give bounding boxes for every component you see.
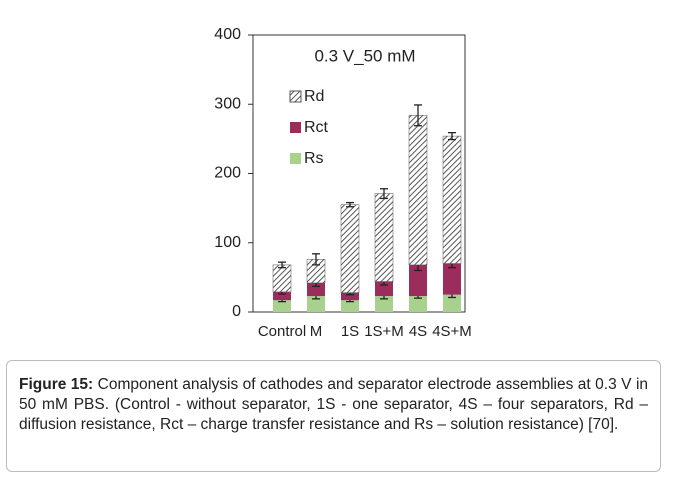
y-tick-label: 300 — [214, 95, 241, 112]
x-tick-label: Control — [258, 323, 306, 340]
bar-segment — [341, 292, 359, 301]
bar-segment — [443, 263, 461, 295]
error-bar — [278, 261, 286, 269]
y-tick-label: 100 — [214, 234, 241, 251]
caption-label: Figure 15: — [19, 376, 94, 393]
x-tick-label: 1S+M — [364, 323, 404, 340]
bar-segment — [409, 296, 427, 312]
error-bar — [380, 188, 388, 200]
error-bar — [346, 201, 354, 208]
caption-text: Component analysis of cathodes and separ… — [19, 376, 649, 433]
legend-label: Rd — [304, 88, 324, 105]
legend-swatch — [290, 153, 301, 164]
bar-segment — [340, 204, 360, 293]
bar-segment — [408, 115, 428, 266]
bar-segment — [374, 193, 394, 282]
x-tick-label: 4S — [409, 323, 427, 340]
y-tick-label: 200 — [214, 165, 241, 182]
bar-segment — [442, 135, 462, 264]
bar-segment — [273, 300, 291, 312]
legend-swatch — [289, 90, 302, 103]
error-bar — [448, 131, 456, 141]
bar-segment — [443, 294, 461, 312]
caption: Figure 15: Component analysis of cathode… — [6, 360, 661, 472]
legend-label: Rct — [304, 119, 329, 136]
error-bar — [312, 253, 320, 266]
legend-swatch — [290, 122, 301, 133]
bar-segment — [375, 296, 393, 312]
chart: 0.3 V_50 mM 0 100 200 300 400 Control M 1S 1S+M 4… — [214, 26, 472, 340]
y-tick-label: 400 — [214, 26, 241, 43]
x-tick-label: 4S+M — [432, 323, 472, 340]
y-tick-label: 0 — [232, 303, 241, 320]
bar-segment — [409, 264, 427, 297]
bar-segment — [375, 281, 393, 297]
legend-label: Rs — [304, 150, 324, 167]
annotation: 0.3 V_50 mM — [314, 46, 415, 65]
bar-segment — [341, 300, 359, 312]
bar-segment — [307, 282, 325, 297]
bar-segment — [307, 296, 325, 312]
x-tick-label: 1S — [341, 323, 359, 340]
x-tick-label: M — [310, 323, 323, 340]
bar-segment — [272, 264, 292, 293]
bar-segment — [273, 291, 291, 301]
error-bar — [414, 104, 422, 127]
